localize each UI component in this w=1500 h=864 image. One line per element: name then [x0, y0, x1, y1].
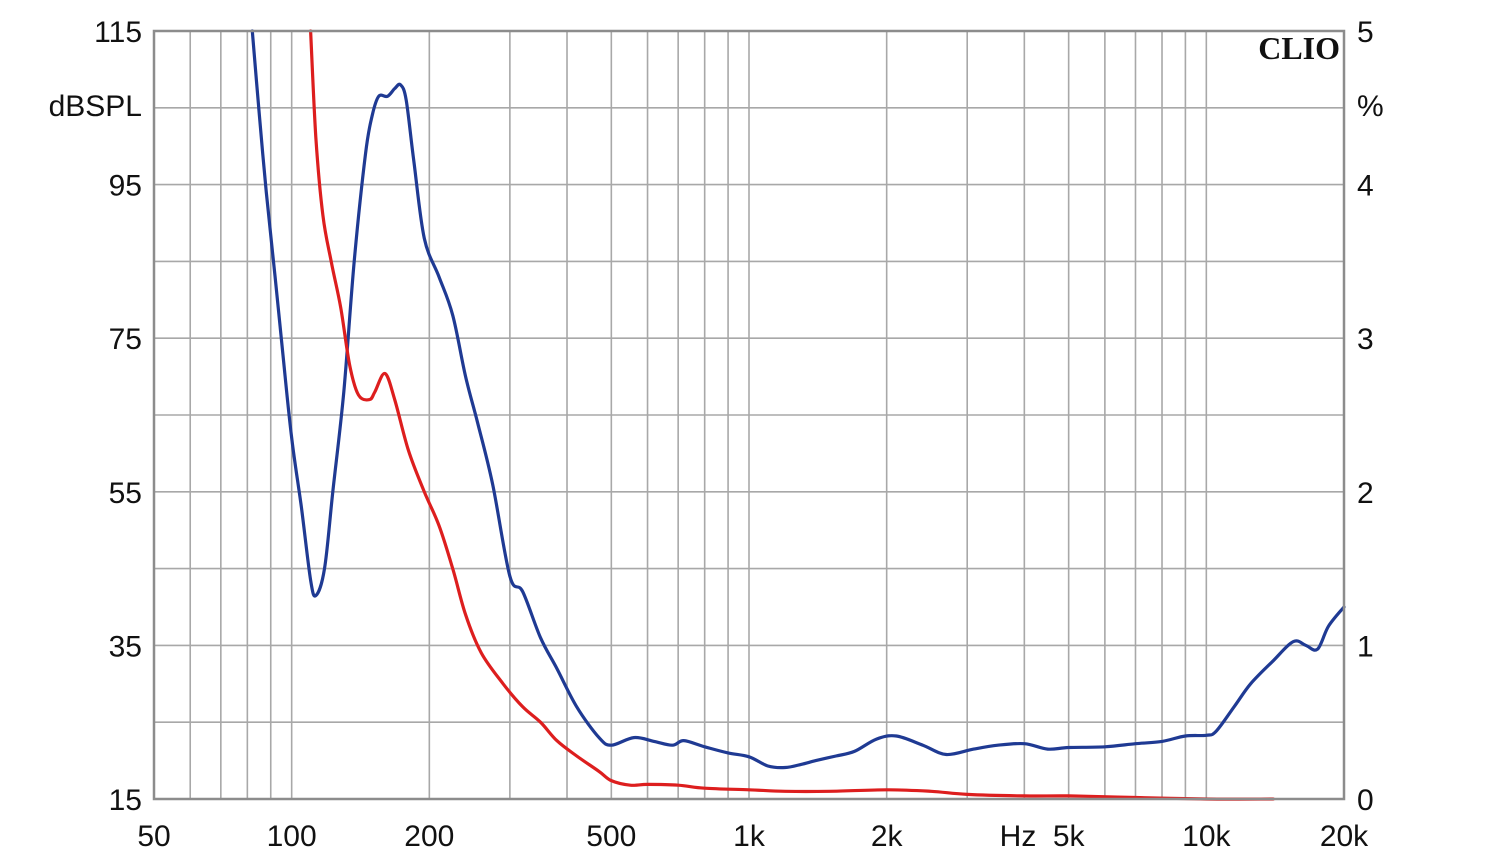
x-tick-label: 20k: [1320, 820, 1369, 853]
plot-frame: [152, 29, 1346, 801]
grid-lines: [154, 31, 1344, 799]
right-y-tick-label: 4: [1357, 170, 1374, 203]
x-tick-label: 50: [137, 820, 170, 853]
x-tick-label: 10k: [1182, 820, 1231, 853]
right-y-tick-label: 3: [1357, 323, 1374, 356]
left-y-tick-labels: 15 35 55 75 95 115: [94, 16, 142, 817]
right-y-tick-label: 2: [1357, 477, 1374, 510]
left-y-tick-label: 35: [109, 630, 142, 663]
clio-logo-text: CLIO: [1258, 30, 1340, 66]
right-y-tick-label: 0: [1357, 784, 1374, 817]
x-tick-labels: 50 100 200 500 1k 2k 5k 10k 20k: [137, 820, 1369, 853]
red-series-line: [309, 29, 1275, 801]
x-tick-label: 200: [404, 820, 454, 853]
left-y-tick-label: 75: [109, 323, 142, 356]
x-tick-label: 500: [586, 820, 636, 853]
left-y-tick-label: 95: [109, 170, 142, 203]
left-unit-label: dBSPL: [49, 90, 142, 123]
left-y-tick-label: 55: [109, 477, 142, 510]
data-series: [250, 29, 1346, 801]
x-tick-label: 100: [267, 820, 317, 853]
right-y-tick-labels: 0 1 2 3 4 5: [1357, 16, 1374, 817]
left-y-tick-label: 115: [94, 16, 142, 49]
right-y-tick-label: 1: [1357, 630, 1374, 663]
x-unit-label: Hz: [1000, 820, 1037, 853]
x-tick-label: 2k: [871, 820, 904, 853]
blue-series-line: [250, 29, 1346, 770]
left-y-tick-label: 15: [109, 784, 142, 817]
x-tick-label: 1k: [733, 820, 766, 853]
right-y-tick-label: 5: [1357, 16, 1374, 49]
right-unit-label: %: [1357, 90, 1384, 123]
x-tick-label: 5k: [1053, 820, 1086, 853]
